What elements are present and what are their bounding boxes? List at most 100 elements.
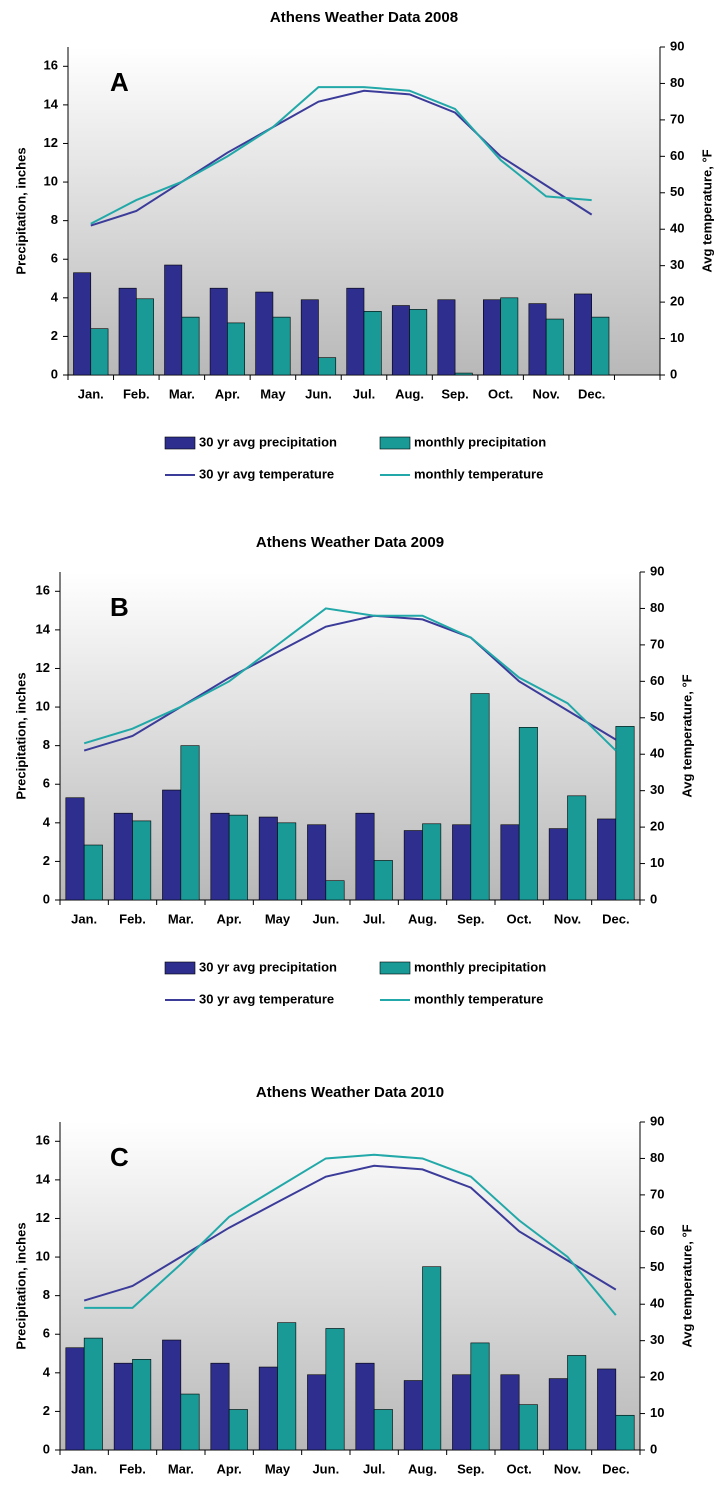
x-tick-label: Nov.	[554, 1461, 581, 1476]
legend-label: 30 yr avg precipitation	[199, 959, 337, 974]
legend-swatch	[379, 961, 411, 975]
bar	[409, 309, 428, 376]
line	[84, 1153, 617, 1316]
bar	[227, 322, 245, 376]
bar	[65, 1347, 85, 1451]
y2-tick-label: 30	[670, 257, 684, 272]
y-axis-label: Precipitation, inches	[13, 672, 28, 799]
y2-tick-label: 80	[650, 600, 664, 615]
y2-tick-label: 20	[670, 294, 684, 309]
legend-label: monthly precipitation	[414, 434, 546, 449]
bar	[132, 820, 152, 901]
y-tick-label: 6	[51, 251, 58, 266]
bar	[528, 303, 547, 376]
bar	[83, 844, 103, 901]
bar	[228, 1409, 248, 1451]
line	[90, 89, 593, 227]
x-tick-label: Jan.	[71, 911, 97, 926]
bar	[355, 812, 375, 901]
bar	[373, 1409, 393, 1451]
y-axis-label: Precipitation, inches	[13, 1222, 28, 1349]
y2-tick-label: 20	[650, 819, 664, 834]
y2-tick-label: 80	[650, 1150, 664, 1165]
y2-tick-label: 50	[650, 709, 664, 724]
bar	[210, 812, 230, 901]
plot-background	[60, 572, 640, 900]
bar	[83, 1337, 103, 1451]
bar	[180, 1393, 200, 1451]
y-tick-label: 16	[44, 58, 58, 73]
y-tick-label: 4	[43, 1364, 51, 1379]
y-tick-label: 14	[36, 1171, 51, 1186]
y-axis-label: Precipitation, inches	[13, 147, 28, 274]
y2-tick-label: 30	[650, 1332, 664, 1347]
y-tick-label: 2	[43, 1403, 50, 1418]
panel-label: C	[110, 1142, 129, 1172]
y2-tick-label: 90	[650, 1113, 664, 1128]
x-tick-label: Mar.	[169, 386, 195, 401]
x-tick-label: Aug.	[395, 386, 424, 401]
x-tick-label: Feb.	[119, 911, 146, 926]
line	[83, 1164, 617, 1302]
line	[83, 614, 617, 752]
y2-tick-label: 70	[670, 111, 684, 126]
y-tick-label: 6	[43, 776, 50, 791]
y2-tick-label: 90	[670, 38, 684, 53]
y-tick-label: 10	[36, 1248, 50, 1263]
bar	[363, 311, 382, 376]
bar	[307, 1374, 327, 1451]
bar	[422, 1266, 442, 1451]
y-tick-label: 2	[43, 853, 50, 868]
bar	[346, 287, 365, 376]
legend-label: monthly temperature	[414, 466, 543, 481]
y2-tick-label: 60	[670, 148, 684, 163]
y2-tick-label: 40	[650, 746, 664, 761]
x-tick-label: Sep.	[457, 1461, 484, 1476]
bar	[567, 1355, 587, 1451]
y-tick-label: 12	[36, 660, 50, 675]
y2-axis-label: Avg temperature, °F	[679, 1224, 694, 1347]
bar	[574, 293, 592, 376]
y-tick-label: 10	[36, 698, 50, 713]
bar	[500, 297, 519, 376]
bar	[181, 316, 200, 376]
bar	[113, 812, 133, 901]
line	[83, 607, 617, 752]
bar	[548, 828, 568, 901]
y-tick-label: 14	[44, 96, 59, 111]
y2-tick-label: 10	[650, 1405, 664, 1420]
x-tick-label: Sep.	[441, 386, 468, 401]
x-tick-label: Oct.	[488, 386, 513, 401]
x-tick-label: Jun.	[312, 1461, 339, 1476]
x-tick-label: Dec.	[602, 911, 629, 926]
y2-tick-label: 40	[650, 1296, 664, 1311]
y2-tick-label: 40	[670, 221, 684, 236]
bar	[113, 1362, 133, 1451]
legend-swatch	[164, 436, 196, 450]
bar	[391, 305, 410, 376]
y-tick-label: 16	[36, 583, 50, 598]
bar	[307, 824, 327, 901]
panel-label: A	[110, 67, 129, 97]
legend-label: 30 yr avg precipitation	[199, 434, 337, 449]
y2-tick-label: 50	[670, 184, 684, 199]
x-tick-label: Mar.	[168, 1461, 194, 1476]
bar	[470, 1342, 490, 1451]
y2-tick-label: 10	[670, 330, 684, 345]
y2-tick-label: 30	[650, 782, 664, 797]
x-tick-label: Mar.	[168, 911, 194, 926]
y2-tick-label: 60	[650, 673, 664, 688]
y2-tick-label: 70	[650, 1186, 664, 1201]
x-tick-label: Jan.	[71, 1461, 97, 1476]
y-tick-label: 16	[36, 1133, 50, 1148]
y2-axis-label: Avg temperature, °F	[699, 149, 714, 272]
y-tick-label: 12	[44, 135, 58, 150]
x-tick-label: Oct.	[507, 911, 532, 926]
x-tick-label: Aug.	[408, 1461, 437, 1476]
y-tick-label: 10	[44, 173, 58, 188]
bar	[255, 291, 274, 376]
bar	[258, 816, 278, 901]
x-tick-label: Feb.	[123, 386, 150, 401]
legend-label: monthly temperature	[414, 991, 543, 1006]
bar	[132, 1359, 152, 1451]
